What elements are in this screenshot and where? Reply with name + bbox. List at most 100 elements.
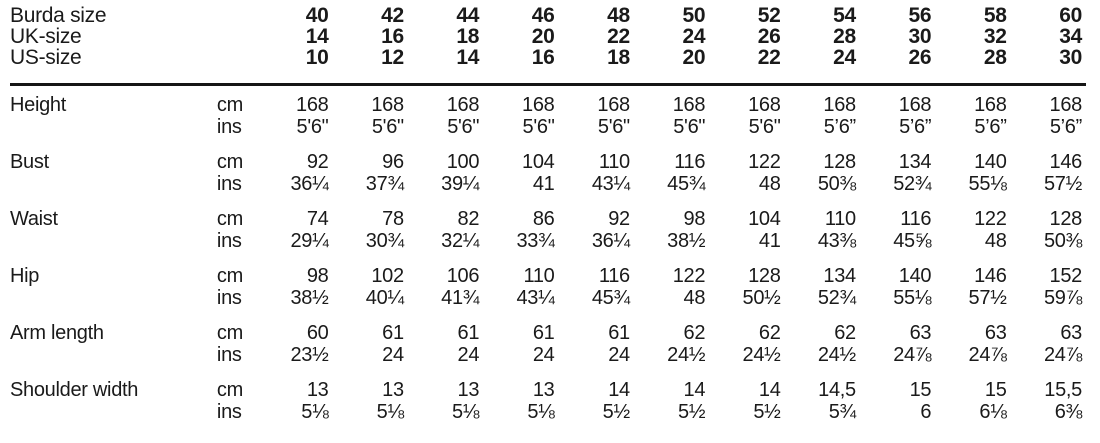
header-size-value: 14 xyxy=(456,46,480,69)
measurement-cm-value: 134 xyxy=(823,265,856,287)
unit-label-ins: ins xyxy=(216,344,242,366)
measurement-cm-value: 92 xyxy=(306,151,329,173)
measurement-cm-value: 62 xyxy=(758,322,781,344)
unit-label-ins: ins xyxy=(216,287,242,309)
measurement-cm-value: 92 xyxy=(608,208,630,230)
measurement-ins-value: 29¼ xyxy=(290,230,329,252)
measurement-ins-value: 5'6" xyxy=(597,116,630,138)
header-size-value: 12 xyxy=(381,46,404,69)
measurement-ins-value: 55⅛ xyxy=(968,173,1007,195)
measurement-ins-value: 52¾ xyxy=(893,173,932,195)
header-size-value: 14 xyxy=(305,25,329,48)
measurement-ins-value: 50½ xyxy=(742,287,781,309)
measurement-cm-value: 96 xyxy=(382,151,404,173)
measurement-cm-value: 122 xyxy=(974,208,1007,230)
measurement-cm-value: 140 xyxy=(898,265,932,287)
measurement-cm-value: 134 xyxy=(898,151,932,173)
measurement-ins-value: 24½ xyxy=(817,344,856,366)
header-size-value: 46 xyxy=(531,4,555,27)
size-chart-head: Burda size 40 42 44 46 48 50 52 54 56 58 60 UK-size 1… xyxy=(10,3,1086,85)
measurement-cm-value: 168 xyxy=(672,94,706,116)
measurement-ins-value: 5½ xyxy=(753,401,781,423)
header-size-value: 16 xyxy=(381,25,404,48)
measurement-ins-value: 30¾ xyxy=(365,230,404,252)
header-size-value: 30 xyxy=(908,25,932,48)
measurement-ins-value: 45¾ xyxy=(667,173,706,195)
measurement-cm-value: 13 xyxy=(457,379,480,401)
measurement-cm-value: 110 xyxy=(824,208,856,230)
measurement-ins-value: 48 xyxy=(758,173,781,195)
measurement-cm-value: 116 xyxy=(674,151,706,173)
measurement-label: Height xyxy=(10,94,67,116)
measurement-ins-row: ins 5⅛ 5⅛ 5⅛ 5⅛ 5½ 5½ 5½ 5¾ 6 6⅛ 6⅜ xyxy=(10,401,1086,423)
measurement-ins-value: 5'6" xyxy=(371,116,404,138)
measurement-cm-value: 146 xyxy=(1049,151,1083,173)
measurement-cm-value: 61 xyxy=(382,322,404,344)
measurement-ins-value: 5⅛ xyxy=(451,401,480,423)
header-size-value: 22 xyxy=(757,46,781,69)
measurement-ins-value: 24⅞ xyxy=(968,344,1007,366)
measurement-label: Shoulder width xyxy=(10,379,139,401)
measurement-ins-value: 33¾ xyxy=(516,230,555,252)
header-size-value: 56 xyxy=(908,4,932,27)
measurement-cm-value: 63 xyxy=(909,322,932,344)
measurement-ins-value: 45¾ xyxy=(591,287,630,309)
header-size-value: 40 xyxy=(305,4,329,27)
measurement-cm-row: Bust cm 92 96 100 104 110 116 122 128 134 140 146 xyxy=(10,138,1086,173)
measurement-cm-value: 152 xyxy=(1049,265,1083,287)
measurement-ins-value: 6⅜ xyxy=(1054,401,1083,423)
measurement-ins-value: 41 xyxy=(532,173,555,195)
measurement-ins-value: 23½ xyxy=(290,344,329,366)
measurement-cm-value: 14 xyxy=(683,379,706,401)
unit-label-ins: ins xyxy=(216,230,242,252)
measurement-cm-value: 104 xyxy=(748,208,781,230)
measurement-ins-value: 37¾ xyxy=(365,173,404,195)
header-unit-spacer xyxy=(209,47,257,85)
unit-label-ins: ins xyxy=(216,401,242,423)
measurement-ins-value: 38½ xyxy=(667,230,706,252)
measurement-ins-value: 48 xyxy=(984,230,1007,252)
measurement-ins-value: 5'6" xyxy=(748,116,781,138)
measurement-ins-value: 24 xyxy=(608,344,630,366)
measurement-cm-value: 168 xyxy=(898,94,932,116)
measurement-ins-row: ins 36¼ 37¾ 39¼ 41 43¼ 45¾ 48 50⅜ 52¾ 55⅛ 57½ xyxy=(10,173,1086,195)
measurement-label-spacer xyxy=(10,401,209,423)
header-row: Burda size 40 42 44 46 48 50 52 54 56 58 60 xyxy=(10,3,1086,26)
measurement-cm-value: 116 xyxy=(900,208,932,230)
measurement-cm-value: 13 xyxy=(532,379,555,401)
measurement-cm-value: 82 xyxy=(457,208,480,230)
measurement-cm-value: 104 xyxy=(522,151,555,173)
measurement-ins-row: ins 29¼ 30¾ 32¼ 33¾ 36¼ 38½ 41 43⅜ 45⅝ 48 50⅜ xyxy=(10,230,1086,252)
measurement-ins-value: 55⅛ xyxy=(893,287,932,309)
measurement-cm-value: 62 xyxy=(683,322,706,344)
measurement-ins-value: 5’6” xyxy=(899,116,932,138)
header-size-value: 28 xyxy=(983,46,1007,69)
header-row-label: US-size xyxy=(10,46,82,69)
header-unit-spacer xyxy=(209,26,257,47)
measurement-cm-row: Waist cm 74 78 82 86 92 98 104 110 116 122 128 xyxy=(10,195,1086,230)
measurement-cm-value: 14 xyxy=(758,379,781,401)
measurement-cm-value: 168 xyxy=(446,94,480,116)
measurement-cm-value: 122 xyxy=(672,265,706,287)
measurement-cm-value: 168 xyxy=(371,94,404,116)
header-row-label: UK-size xyxy=(10,25,82,48)
measurement-label-spacer xyxy=(10,344,209,366)
header-size-value: 18 xyxy=(607,46,630,69)
header-size-value: 48 xyxy=(607,4,630,27)
measurement-ins-value: 24½ xyxy=(667,344,706,366)
header-size-value: 20 xyxy=(531,25,555,48)
measurement-cm-value: 122 xyxy=(748,151,781,173)
measurement-cm-value: 15 xyxy=(909,379,932,401)
unit-label-ins: ins xyxy=(216,116,242,138)
measurement-ins-value: 5½ xyxy=(602,401,631,423)
header-size-value: 22 xyxy=(607,25,630,48)
header-size-value: 24 xyxy=(833,46,856,69)
measurement-ins-value: 38½ xyxy=(290,287,329,309)
measurement-cm-value: 98 xyxy=(306,265,329,287)
measurement-cm-value: 128 xyxy=(748,265,781,287)
header-size-value: 16 xyxy=(531,46,555,69)
measurement-cm-value: 63 xyxy=(984,322,1007,344)
measurement-cm-value: 63 xyxy=(1060,322,1082,344)
measurement-cm-value: 128 xyxy=(823,151,856,173)
measurement-ins-value: 5'6" xyxy=(296,116,329,138)
